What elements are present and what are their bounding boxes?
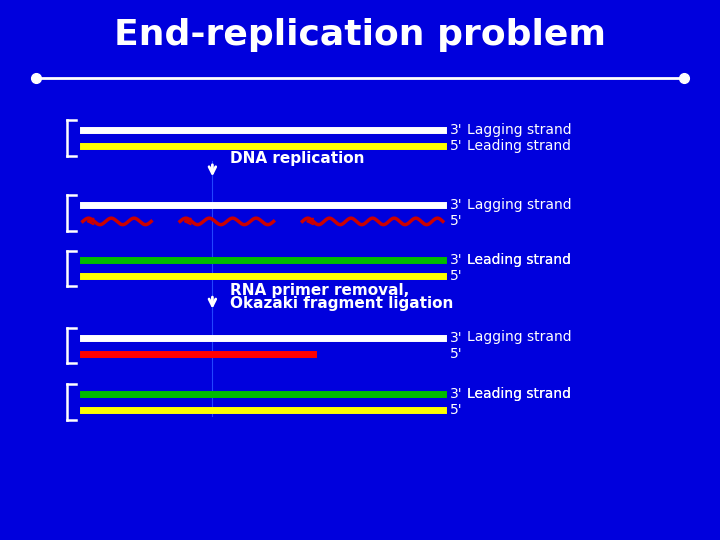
Text: 5': 5' <box>450 214 463 228</box>
Text: 5': 5' <box>450 347 463 361</box>
Text: DNA replication: DNA replication <box>230 151 365 166</box>
Text: RNA primer removal,: RNA primer removal, <box>230 283 410 298</box>
Text: 5': 5' <box>450 403 463 417</box>
Text: Leading strand: Leading strand <box>467 387 570 401</box>
Text: Leading strand: Leading strand <box>467 139 570 153</box>
Text: Leading strand: Leading strand <box>467 387 570 401</box>
Text: 3': 3' <box>450 330 463 345</box>
Text: 3': 3' <box>450 123 463 137</box>
Text: 3': 3' <box>450 198 463 212</box>
Text: 3': 3' <box>450 387 463 401</box>
Text: 3': 3' <box>450 253 463 267</box>
Text: Lagging strand: Lagging strand <box>467 198 571 212</box>
Text: Lagging strand: Lagging strand <box>467 123 571 137</box>
Text: End-replication problem: End-replication problem <box>114 18 606 52</box>
Text: 5': 5' <box>450 139 463 153</box>
Text: Leading strand: Leading strand <box>467 253 570 267</box>
Text: Okazaki fragment ligation: Okazaki fragment ligation <box>230 296 454 311</box>
Text: 5': 5' <box>450 269 463 284</box>
Text: Leading strand: Leading strand <box>467 253 570 267</box>
Text: Lagging strand: Lagging strand <box>467 330 571 345</box>
